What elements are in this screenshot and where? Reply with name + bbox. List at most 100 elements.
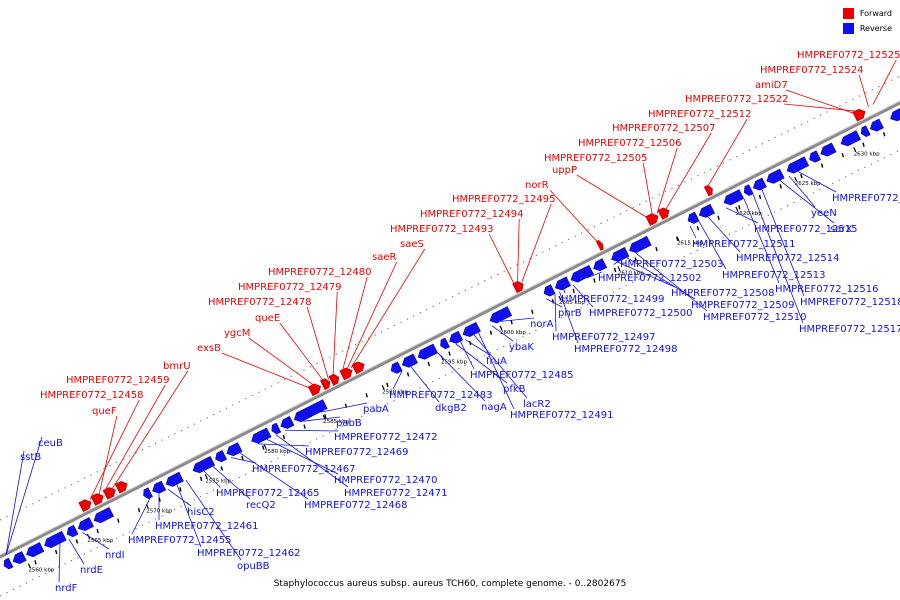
track-marker <box>137 508 141 513</box>
forward-label-hmpref0772-12478: HMPREF0772_12478 <box>208 297 311 308</box>
reverse-leader <box>761 189 805 297</box>
reverse-leader <box>437 352 486 402</box>
forward-label-ygcm: ygcM <box>224 328 250 339</box>
legend-forward-swatch <box>842 8 854 19</box>
forward-leader <box>103 384 166 493</box>
reverse-label-hmpref0772-12518: HMPREF0772_12518 <box>800 297 900 308</box>
reverse-leader <box>68 539 85 565</box>
track-marker <box>34 560 37 565</box>
reverse-leader <box>572 284 594 308</box>
reverse-leader <box>554 294 557 332</box>
reverse-leader <box>131 498 151 535</box>
genome-backbone-highlight <box>0 100 900 556</box>
forward-leader <box>642 162 653 216</box>
reverse-label-hmpref0772-12469: HMPREF0772_12469 <box>305 447 408 458</box>
legend-reverse-label: Reverse <box>859 24 892 33</box>
reverse-label-hmpref0772-12468: HMPREF0772_12468 <box>304 500 407 511</box>
tick-label-2580-kbp: 2580 kbp <box>264 449 290 455</box>
reverse-gene <box>280 416 295 429</box>
reverse-gene <box>12 551 27 564</box>
reverse-gene <box>390 361 403 374</box>
reverse-label-recq2: recQ2 <box>246 500 276 511</box>
tick-label-2565-kbp: 2565 kbp <box>87 538 113 544</box>
forward-leader <box>248 337 316 387</box>
tick-mark <box>204 474 208 479</box>
forward-leader <box>872 59 897 105</box>
reverse-label-ceub: ceuB <box>38 438 63 449</box>
reverse-leader <box>707 216 741 253</box>
reverse-gene <box>152 480 167 494</box>
forward-leader <box>576 174 649 219</box>
reverse-gene <box>417 343 438 360</box>
track-marker <box>406 372 410 377</box>
track-marker <box>820 163 824 168</box>
forward-label-hmpref0772-12506: HMPREF0772_12506 <box>578 138 681 149</box>
track-marker <box>220 466 223 471</box>
forward-gene <box>657 207 670 220</box>
reverse-leader <box>635 252 708 312</box>
reverse-gene <box>251 427 272 444</box>
reverse-gene <box>192 456 216 474</box>
reverse-label-hmpref0772-12500: HMPREF0772_12500 <box>589 308 692 319</box>
tick-label-2630-kbp: 2630 kbp <box>854 151 880 157</box>
reverse-gene <box>66 524 79 538</box>
reverse-label-nora: norA <box>530 319 554 330</box>
reverse-label-hmpref0772-12499: HMPREF0772_12499 <box>561 294 664 305</box>
forward-leader <box>279 322 325 382</box>
reverse-gene <box>743 184 754 196</box>
reverse-leader <box>698 221 727 270</box>
forward-label-exsb: exsB <box>197 343 221 354</box>
reverse-label-hmpref0772-12509: HMPREF0772_12509 <box>691 300 794 311</box>
legend-reverse-swatch <box>842 23 854 34</box>
forward-leader <box>221 352 311 389</box>
reverse-gene <box>752 177 767 191</box>
reverse-leader <box>410 366 440 403</box>
forward-label-hmpref0772-12479: HMPREF0772_12479 <box>238 282 341 293</box>
reverse-label-dkgb2: dkgB2 <box>435 403 467 414</box>
track-marker <box>282 434 286 440</box>
reverse-gene <box>489 306 513 324</box>
reverse-gene <box>226 442 243 457</box>
forward-leader <box>549 189 599 244</box>
reverse-leader <box>797 171 837 193</box>
forward-label-hmpref0772-12493: HMPREF0772_12493 <box>390 224 493 235</box>
reverse-gene <box>554 276 571 291</box>
forward-label-quee: queE <box>255 313 280 324</box>
reverse-leader <box>320 402 368 413</box>
reverse-leader <box>257 443 310 447</box>
reverse-label-opubb: opuBB <box>237 561 270 572</box>
tick-label-2570-kbp: 2570 kbp <box>146 508 172 514</box>
reverse-label-yeen: yeeN <box>811 208 837 219</box>
reverse-gene <box>723 189 744 206</box>
track-marker <box>593 278 596 283</box>
reverse-leader <box>617 261 676 288</box>
reverse-label-ybak: ybaK <box>509 342 534 353</box>
forward-leader <box>112 370 189 489</box>
reverse-label-hmpref0772-12467: HMPREF0772_12467 <box>252 464 355 475</box>
tick-label-2575-kbp: 2575 kbp <box>205 479 231 485</box>
reverse-leader <box>392 371 403 390</box>
reverse-leader <box>478 332 515 410</box>
forward-label-bmru: bmrU <box>163 361 191 372</box>
forward-label-quef: queF <box>92 406 117 417</box>
track-marker <box>75 539 79 544</box>
forward-label-norr: norR <box>525 180 549 191</box>
reverse-leader <box>167 488 192 507</box>
tick-label-2625-kbp: 2625 kbp <box>795 181 821 187</box>
forward-gene <box>351 361 365 375</box>
reverse-label-hmpref0772-12503: HMPREF0772_12503 <box>620 259 723 270</box>
reverse-label-pabb: pabB <box>336 418 362 429</box>
forward-leader <box>350 248 426 369</box>
track-marker <box>613 267 617 273</box>
track-marker <box>55 549 58 555</box>
tick-mark <box>263 444 267 450</box>
forward-leader <box>858 74 869 108</box>
reverse-label-hmpref0772-12515: HMPREF0772_12515 <box>754 224 857 235</box>
tick-label-2595-kbp: 2595 kbp <box>441 360 467 366</box>
reverse-label-hmpref0772-12491: HMPREF0772_12491 <box>510 410 613 421</box>
reverse-gene <box>26 542 45 558</box>
forward-label-saes: saeS <box>400 239 424 250</box>
reverse-label-hmpref0772-12511: HMPREF0772_12511 <box>692 239 795 250</box>
tick-mark <box>853 147 857 152</box>
